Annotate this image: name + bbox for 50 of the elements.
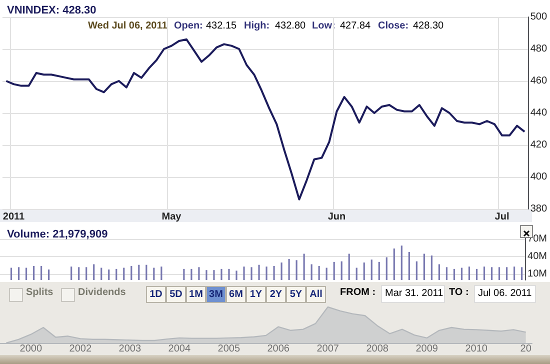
x-tick-label: 2004: [168, 344, 191, 354]
y-tick-label: 380: [530, 204, 548, 214]
chart-title: VNINDEX: 428.30: [7, 4, 96, 16]
x-tick-label: 2008: [366, 344, 389, 354]
text: Dividends: [78, 287, 126, 298]
annotation: 427.84: [340, 20, 372, 32]
annotation: 432.80: [275, 20, 306, 32]
annotation: Open:: [174, 20, 203, 32]
x-tick-label: 2005: [218, 344, 240, 354]
x-tick-label: 2000: [20, 344, 42, 354]
x-tick-label: 2009: [416, 344, 438, 354]
x-tick-label: 2007: [316, 344, 340, 354]
y-tick-label: 440: [530, 108, 548, 118]
x-tick-label: 2003: [118, 344, 142, 354]
date-field: Jul 06. 2011: [474, 285, 536, 303]
range-button: 1Y: [246, 286, 266, 303]
annotation: Close:: [378, 20, 409, 32]
annotation: 428.30: [413, 20, 444, 32]
y-tick-label: 420: [530, 140, 548, 150]
y-tick-label: 500: [530, 12, 548, 22]
annotation: 432.15: [206, 20, 238, 32]
x-tick-label: May: [162, 212, 182, 222]
range-button: 2Y: [266, 286, 286, 303]
annotation: Wed Jul 06, 2011: [88, 20, 168, 32]
range-button: 1D: [146, 286, 166, 303]
text: TO :: [449, 287, 469, 298]
y-tick-label: 480: [530, 44, 548, 54]
line-series: [5, 38, 526, 200]
y-tick-label: 460: [530, 76, 548, 86]
text: Splits: [26, 287, 54, 298]
range-button: 1M: [186, 286, 206, 303]
chart-title: Volume: 21,979,909: [7, 228, 108, 240]
x-tick-label: 2002: [69, 344, 92, 354]
date-field: Mar 31. 2011: [381, 285, 445, 303]
x-tick-label: Jul: [494, 212, 510, 222]
text: FROM :: [340, 287, 376, 298]
x-tick-label: 2011: [2, 212, 26, 222]
y-tick-label: 400: [530, 172, 548, 182]
y-tick-label: 10M: [528, 268, 547, 280]
range-button: 6M: [226, 286, 246, 303]
x-tick-label: 2006: [267, 344, 290, 354]
y-tick-label: 40M: [528, 251, 547, 262]
annotation: High:: [244, 20, 270, 32]
range-button: 5D: [166, 286, 186, 303]
x-tick-label: 20: [520, 344, 532, 354]
range-button: 3M: [206, 286, 226, 303]
x-tick-label: Jun: [328, 212, 346, 222]
x-tick-label: 2010: [465, 344, 488, 354]
range-button: 5Y: [286, 286, 306, 303]
range-button: All: [306, 286, 326, 303]
